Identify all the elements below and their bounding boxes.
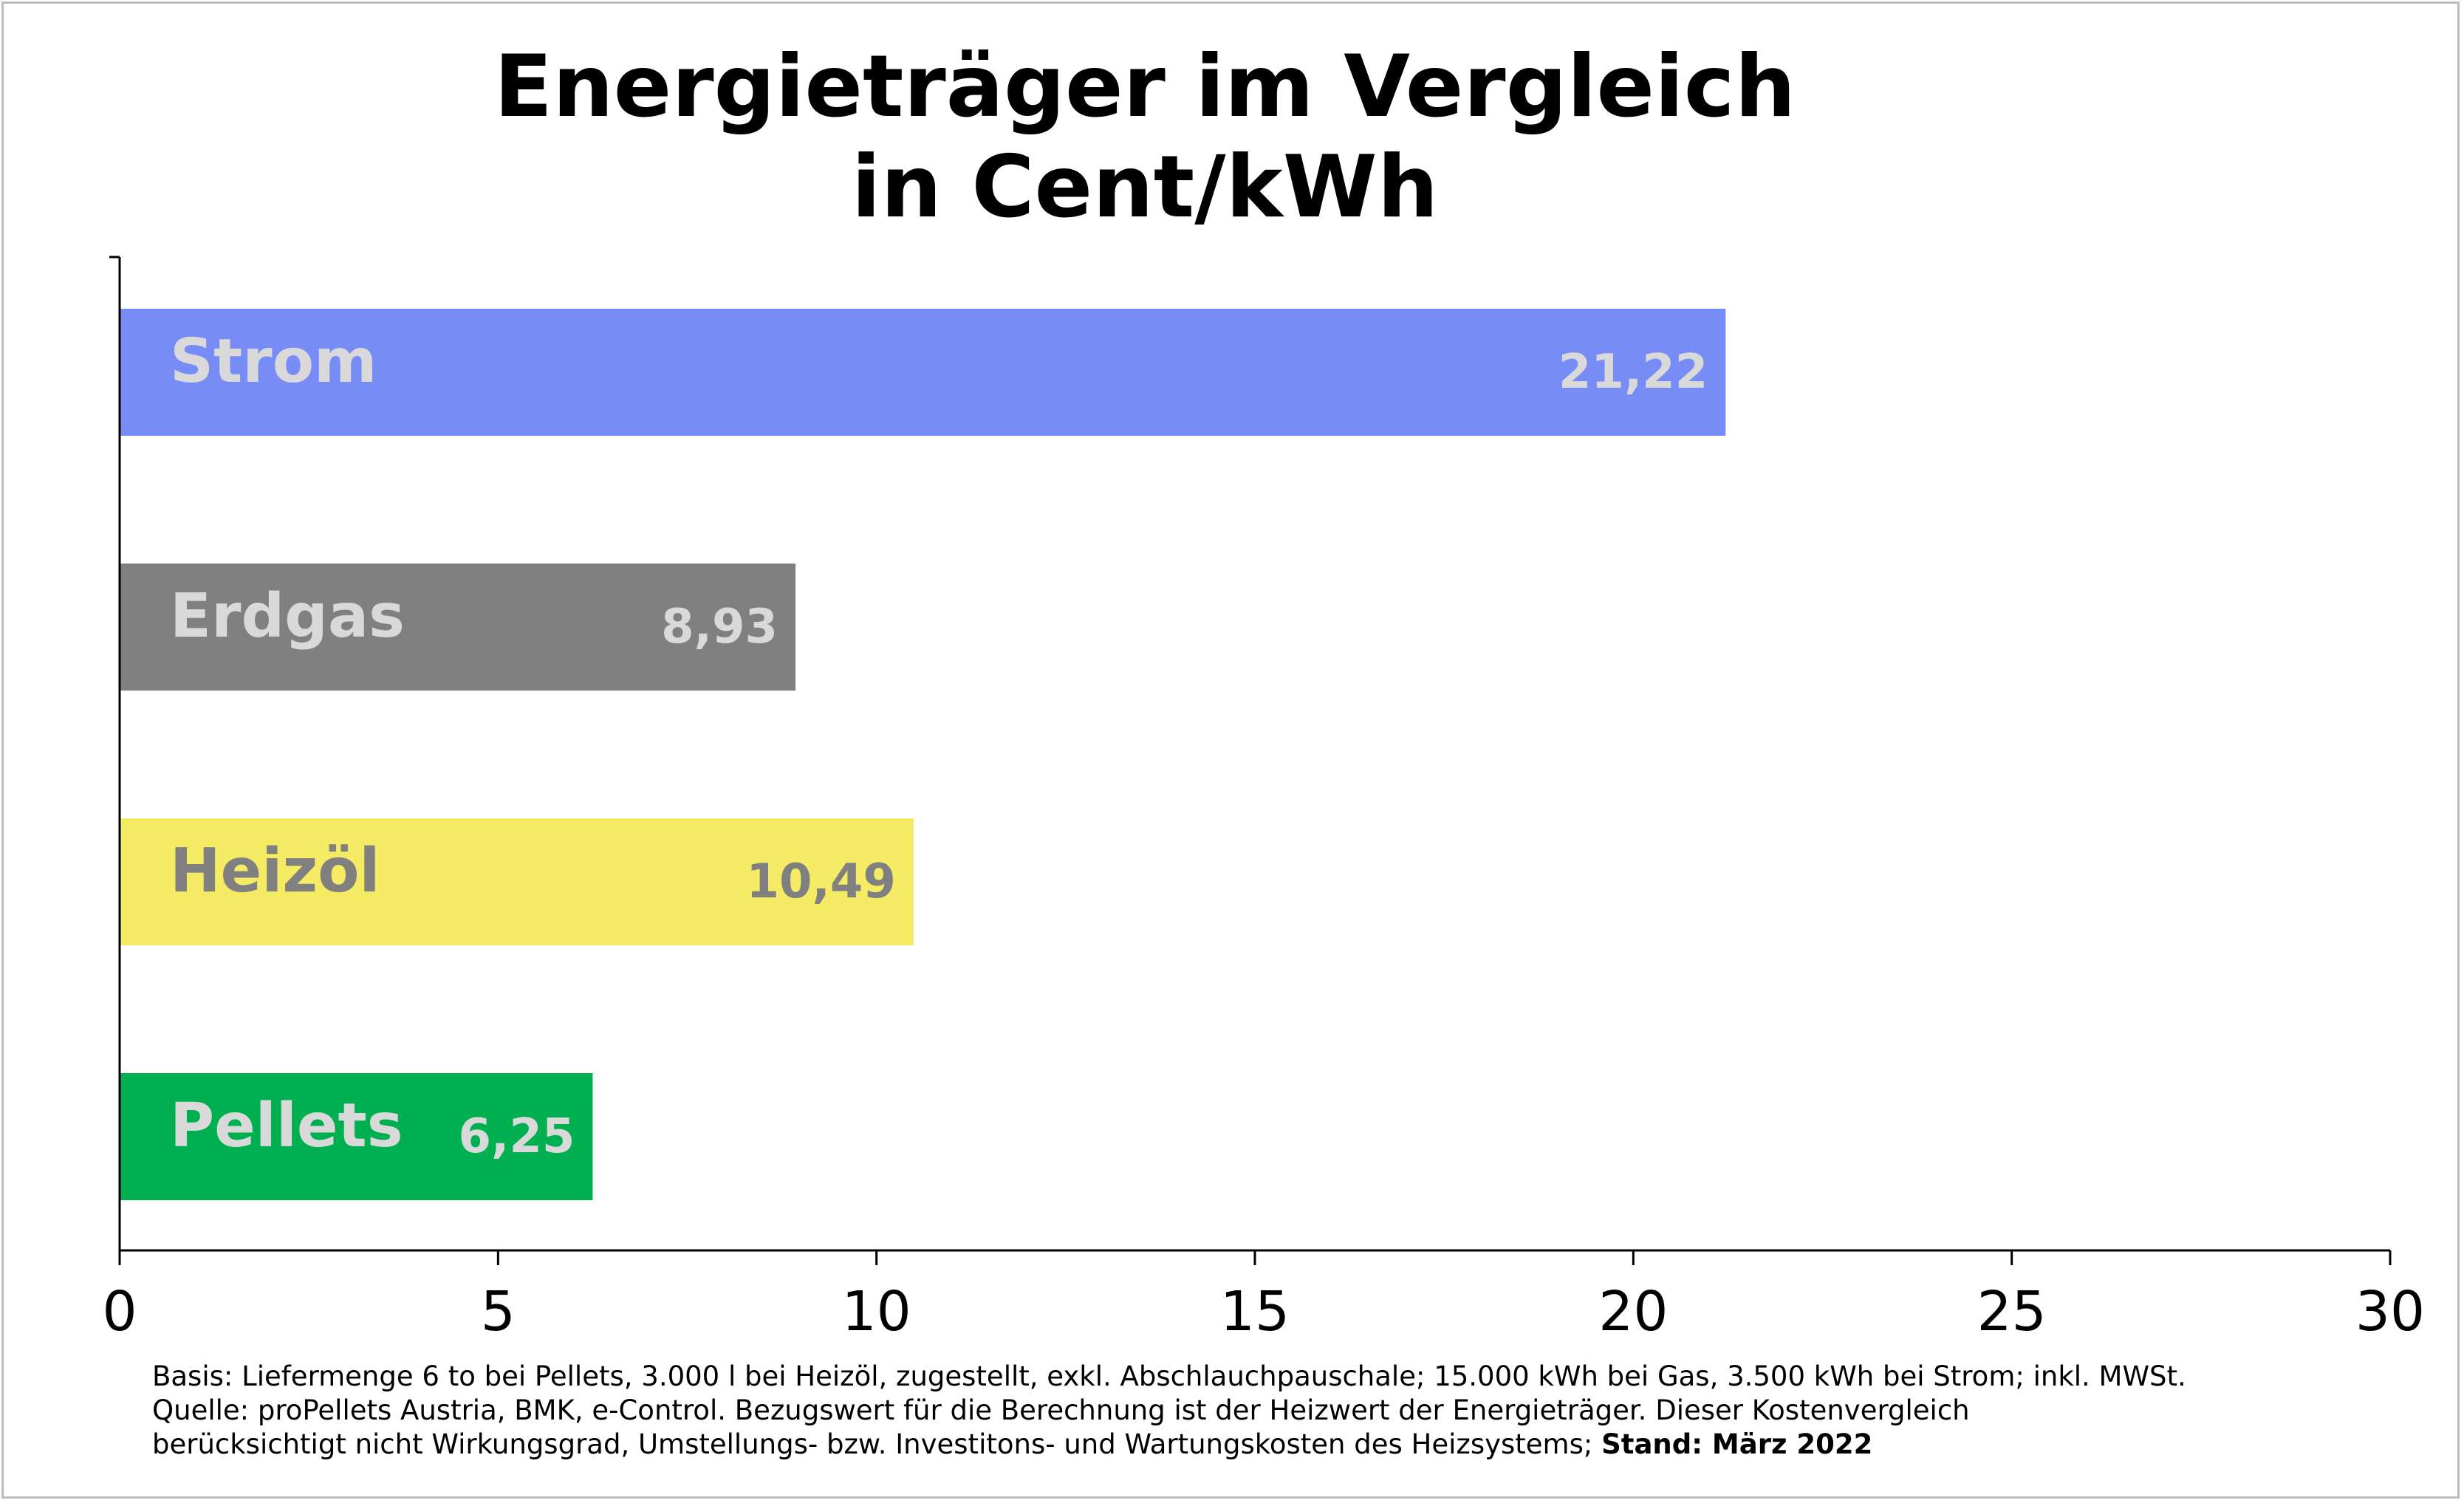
- footnote-source: Quelle: proPellets Austria, BMK, e-Contr…: [152, 1394, 1970, 1426]
- footnote-basis: Basis: Liefermenge 6 to bei Pellets, 3.0…: [152, 1360, 2186, 1392]
- bar-erdgas: [120, 564, 796, 691]
- footnote-limitations: berücksichtigt nicht Wirkungsgrad, Umste…: [152, 1428, 2405, 1462]
- chart-subtitle: in Cent/kWh: [851, 137, 1439, 237]
- value-label-erdgas: 8,93: [661, 600, 778, 654]
- x-tick-label-20: 20: [1598, 1280, 1668, 1343]
- bar-chart: Strom 21,22 Erdgas 8,93 Heizöl 10,49 Pellets 6,…: [102, 256, 2425, 1343]
- value-label-strom: 21,22: [1558, 345, 1708, 400]
- footnote: Basis: Liefermenge 6 to bei Pellets, 3.0…: [152, 1360, 2405, 1462]
- bar-strom: [120, 309, 1726, 436]
- value-label-heiz-l: 10,49: [746, 855, 895, 909]
- x-tick-label-25: 25: [1977, 1280, 2047, 1343]
- category-label-pellets: Pellets: [170, 1091, 403, 1161]
- bar-heiz-l: [120, 818, 914, 945]
- chart-title: Energieträger im Vergleich: [493, 37, 1796, 137]
- x-tick-label-30: 30: [2355, 1280, 2425, 1343]
- x-tick-label-0: 0: [102, 1280, 137, 1343]
- value-label-pellets: 6,25: [459, 1109, 575, 1164]
- x-tick-label-15: 15: [1220, 1280, 1290, 1343]
- bar-pellets: [120, 1073, 593, 1200]
- x-tick-label-5: 5: [481, 1280, 516, 1343]
- category-label-heiz-l: Heizöl: [170, 836, 380, 906]
- footnote-limitations-text: berücksichtigt nicht Wirkungsgrad, Umste…: [152, 1428, 1602, 1460]
- x-tick-label-10: 10: [842, 1280, 911, 1343]
- chart-title-block: Energieträger im Vergleich in Cent/kWh: [0, 37, 2290, 238]
- footnote-stand: Stand: März 2022: [1601, 1428, 1873, 1460]
- category-label-strom: Strom: [170, 326, 377, 397]
- category-label-erdgas: Erdgas: [170, 581, 405, 651]
